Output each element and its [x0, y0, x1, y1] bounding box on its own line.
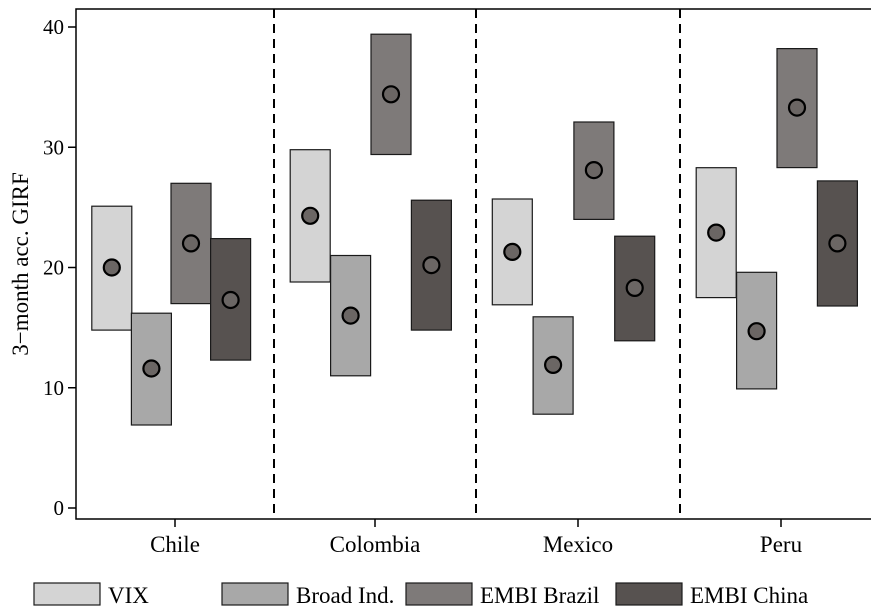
y-tick-label: 30 [43, 135, 64, 159]
y-axis: 0 10 20 30 40 [43, 15, 76, 520]
point-colombia-vix [301, 206, 320, 225]
legend-label: Broad Ind. [296, 583, 394, 608]
legend-swatch [33, 582, 101, 606]
point-colombia-broad-ind- [341, 306, 360, 325]
legend-label: VIX [108, 583, 149, 608]
legend-label: EMBI China [690, 583, 808, 608]
y-tick-label: 20 [43, 256, 64, 280]
x-tick-label: Peru [760, 532, 803, 557]
point-chile-broad-ind- [142, 359, 161, 378]
legend: VIX Broad Ind. EMBI Brazil EMBI China [33, 582, 808, 608]
y-axis-label: 3−month acc. GIRF [8, 172, 33, 356]
y-tick-label: 40 [43, 15, 64, 39]
point-peru-broad-ind- [747, 322, 766, 341]
point-mexico-embi-brazil [584, 161, 604, 180]
point-peru-vix [707, 223, 726, 242]
point-chile-embi-brazil [181, 234, 201, 253]
legend-item: VIX [33, 582, 149, 608]
point-colombia-embi-china [422, 256, 441, 275]
point-colombia-embi-brazil [381, 85, 401, 104]
range-bar-mexico-embi-china [614, 235, 656, 342]
legend-swatch [615, 582, 683, 606]
x-tick-label: Colombia [330, 532, 421, 557]
legend-swatch [405, 582, 473, 606]
legend-swatch [221, 582, 289, 606]
x-tick-label: Mexico [543, 532, 613, 557]
point-mexico-vix [503, 242, 522, 261]
legend-item: EMBI China [615, 582, 808, 608]
legend-label: EMBI Brazil [480, 583, 599, 608]
y-tick-label: 10 [43, 376, 64, 400]
point-markers [102, 85, 847, 378]
legend-item: EMBI Brazil [405, 582, 599, 608]
point-mexico-broad-ind- [543, 355, 563, 374]
legend-item: Broad Ind. [221, 582, 394, 608]
range-bar-chile-vix [91, 205, 133, 331]
point-mexico-embi-china [625, 278, 644, 297]
x-tick-label: Chile [150, 532, 200, 557]
point-chile-vix [102, 258, 121, 277]
panel-dividers [273, 9, 681, 519]
point-chile-embi-china [221, 290, 240, 310]
point-peru-embi-china [828, 234, 847, 253]
y-tick-label: 0 [54, 496, 65, 520]
point-peru-embi-brazil [787, 98, 807, 117]
x-axis: Chile Colombia Mexico Peru [150, 519, 803, 557]
